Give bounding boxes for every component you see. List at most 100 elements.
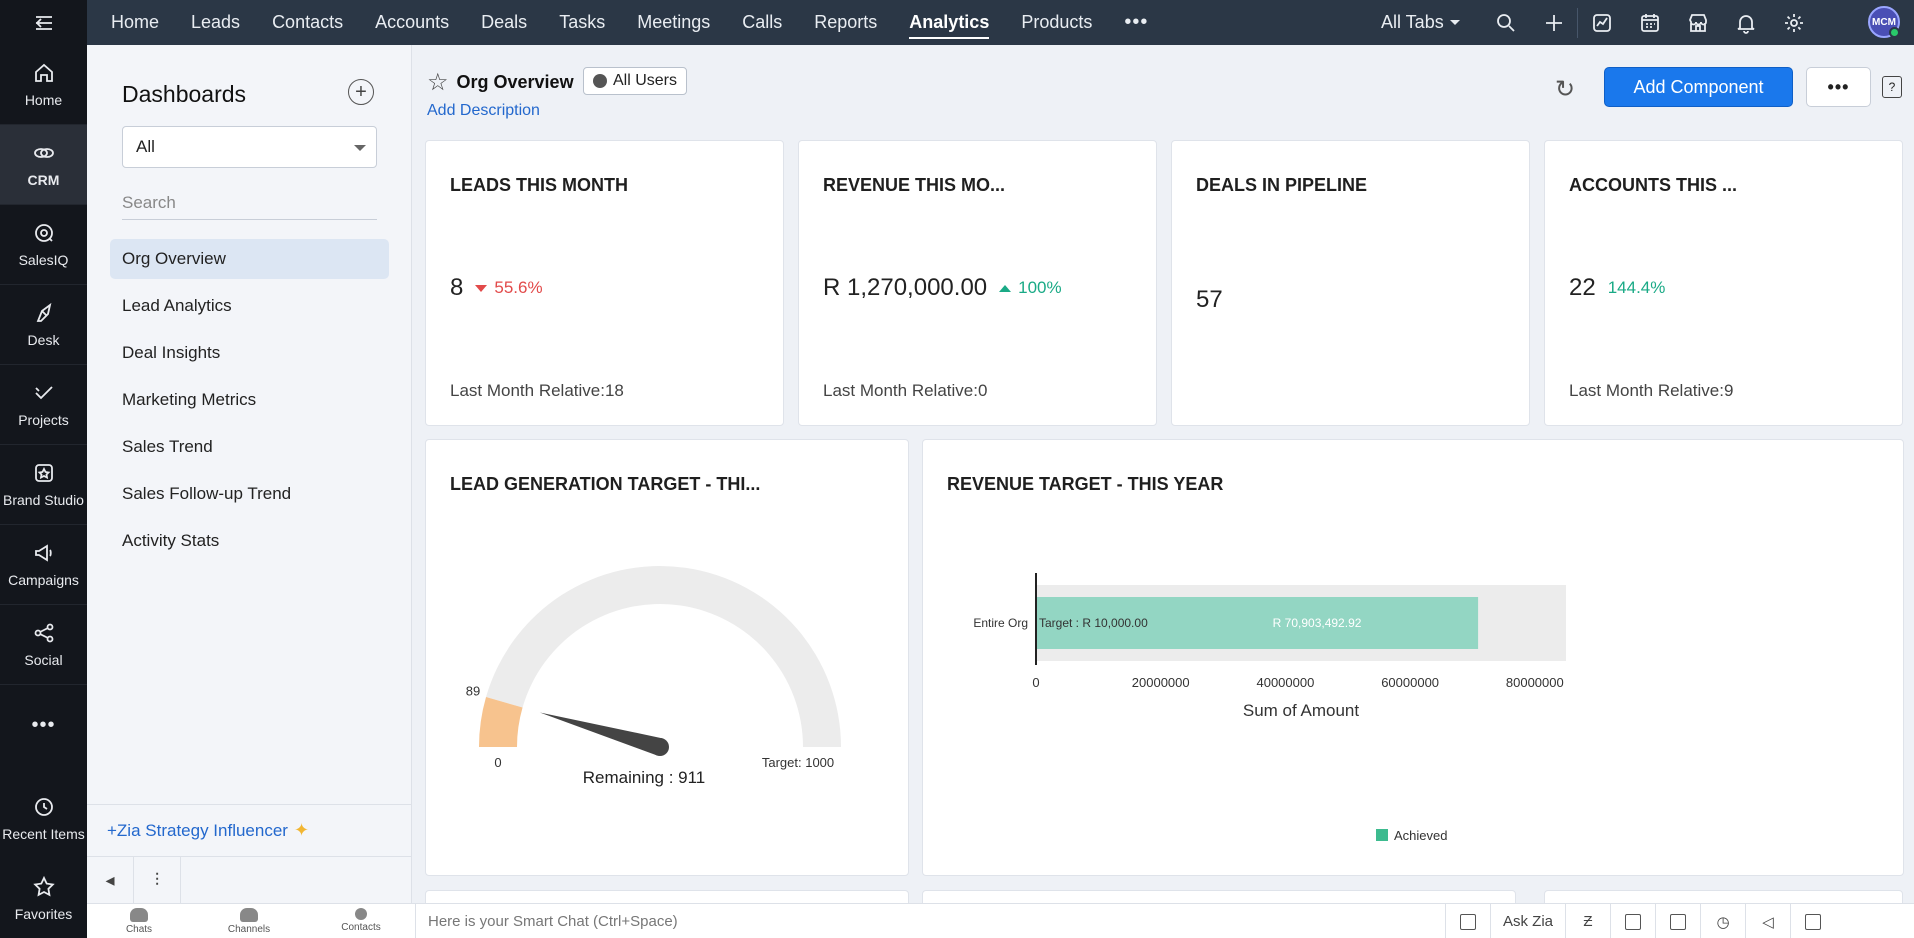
tab-deals[interactable]: Deals <box>481 12 528 32</box>
home-icon <box>34 63 53 82</box>
dashboard-header: ☆ Org Overview All Users Add Description… <box>412 45 1914 138</box>
chats-button[interactable]: Chats <box>99 908 179 935</box>
zia-strategy-influencer-link[interactable]: +Zia Strategy Influencer ✦ <box>87 804 412 856</box>
search-icon[interactable] <box>1494 11 1518 35</box>
chats-icon <box>130 908 148 922</box>
kpi-card-deals-in-pipeline[interactable]: DEALS IN PIPELINE 57 <box>1171 140 1530 426</box>
rail-app-projects[interactable]: Projects <box>0 365 87 445</box>
sidebar-item-marketing-metrics[interactable]: Marketing Metrics <box>122 390 257 409</box>
add-description-link[interactable]: Add Description <box>427 102 540 119</box>
kpi-card-leads-this-month[interactable]: LEADS THIS MONTH 8 55.6% Last Month Rela… <box>425 140 784 426</box>
all-users-filter[interactable]: All Users <box>583 67 688 95</box>
rail-app-crm[interactable]: CRM <box>0 125 87 205</box>
add-dashboard-icon[interactable]: + <box>348 79 374 105</box>
channels-icon <box>240 908 258 922</box>
add-component-button[interactable]: Add Component <box>1604 67 1793 107</box>
channels-button[interactable]: Channels <box>209 908 289 935</box>
sidebar-item-sales-trend[interactable]: Sales Trend <box>122 437 213 456</box>
x-tick-label: 0 <box>1032 675 1039 690</box>
meeting-icon[interactable] <box>1445 904 1490 938</box>
dashboard-list: Org Overview Lead Analytics Deal Insight… <box>110 239 389 568</box>
reminder-clock-icon[interactable]: ◷ <box>1700 904 1745 938</box>
signals-icon[interactable] <box>1590 11 1614 35</box>
kpi-card-accounts-this-month[interactable]: ACCOUNTS THIS ... 22 144.4% Last Month R… <box>1544 140 1903 426</box>
smart-chat-input[interactable]: Here is your Smart Chat (Ctrl+Space) <box>415 904 678 938</box>
ask-zia-button[interactable]: Ask Zia <box>1490 904 1565 938</box>
rail-app-social[interactable]: Social <box>0 605 87 685</box>
collapse-sidebar-icon[interactable]: ◂ <box>87 857 134 904</box>
customize-sliders-icon[interactable]: ⫶ <box>134 857 181 904</box>
notifications-icon[interactable] <box>1734 11 1758 35</box>
increase-arrow-icon <box>999 284 1012 292</box>
tab-contacts[interactable]: Contacts <box>272 12 344 32</box>
tab-products[interactable]: Products <box>1021 12 1093 32</box>
rail-app-campaigns[interactable]: Campaigns <box>0 525 87 605</box>
rail-app-brand-studio[interactable]: Brand Studio <box>0 445 87 525</box>
x-tick-label: 20000000 <box>1132 675 1190 690</box>
tab-analytics[interactable]: Analytics <box>893 0 1005 45</box>
revenue-bar-chart: Entire Org Target : R 10,000.00 R 70,903… <box>973 573 1566 843</box>
screen-share-icon[interactable] <box>1655 904 1700 938</box>
sparkle-icon: ✦ <box>293 820 310 840</box>
user-avatar[interactable]: MCM <box>1868 6 1900 38</box>
rail-favorites[interactable]: Favorites <box>0 858 87 938</box>
revenue-target-card[interactable]: REVENUE TARGET - THIS YEAR Entire Org Ta… <box>922 439 1904 876</box>
rail-app-desk[interactable]: Desk <box>0 285 87 365</box>
salesiq-icon <box>34 224 53 242</box>
rail-recent-items[interactable]: Recent Items <box>0 778 87 858</box>
all-tabs-dropdown[interactable]: All Tabs <box>1381 0 1460 45</box>
sidebar-item-lead-analytics[interactable]: Lead Analytics <box>122 296 232 315</box>
rail-app-home[interactable]: Home <box>0 45 87 125</box>
top-navigation: Home Leads Contacts Accounts Deals Tasks… <box>87 0 1914 45</box>
projects-icon <box>34 386 53 400</box>
more-tabs-icon[interactable]: ••• <box>1124 11 1149 33</box>
calendar-icon[interactable] <box>1638 11 1662 35</box>
refresh-icon[interactable]: ↻ <box>1555 76 1576 103</box>
more-options-icon[interactable]: ••• <box>1806 67 1871 107</box>
lead-generation-target-card[interactable]: LEAD GENERATION TARGET - THI... 89 0 Tar… <box>425 439 909 876</box>
help-icon[interactable]: ? <box>1882 76 1902 98</box>
contacts-icon <box>355 908 367 920</box>
desk-icon <box>36 302 51 322</box>
x-axis-label: Sum of Amount <box>1243 701 1360 720</box>
sidebar-item-activity-stats[interactable]: Activity Stats <box>122 531 220 550</box>
sidebar-title: Dashboards <box>122 81 247 107</box>
chevron-down-icon <box>1449 20 1460 25</box>
tab-calls[interactable]: Calls <box>742 12 783 32</box>
dashboard-filter-select[interactable]: All <box>122 126 377 168</box>
marketplace-icon[interactable] <box>1686 11 1710 35</box>
contacts-button[interactable]: Contacts <box>321 908 401 933</box>
announcement-icon[interactable]: ◁ <box>1745 904 1790 938</box>
legend-swatch-achieved <box>1376 829 1388 841</box>
tab-meetings[interactable]: Meetings <box>637 12 711 32</box>
dashboard-search-input[interactable]: Search <box>122 188 377 220</box>
sidebar-item-org-overview[interactable]: Org Overview <box>110 239 389 279</box>
tab-accounts[interactable]: Accounts <box>375 12 450 32</box>
gauge-remaining-arc <box>486 566 841 747</box>
sidebar-item-sales-follow-up-trend[interactable]: Sales Follow-up Trend <box>122 484 292 503</box>
gauge-needle-hub <box>651 738 669 756</box>
favorite-star-icon[interactable]: ☆ <box>427 69 449 96</box>
bar-achieved-entire-org <box>1036 597 1479 649</box>
notes-icon[interactable] <box>1610 904 1655 938</box>
gauge-value-label: 89 <box>466 683 480 698</box>
settings-gear-icon[interactable] <box>1782 11 1806 35</box>
rail-app-salesiq[interactable]: SalesIQ <box>0 205 87 285</box>
gauge-needle <box>539 712 663 756</box>
tab-home[interactable]: Home <box>111 12 160 32</box>
tab-tasks[interactable]: Tasks <box>559 12 606 32</box>
more-apps-icon[interactable]: ••• <box>31 713 56 736</box>
tab-reports[interactable]: Reports <box>814 12 878 32</box>
zia-icon[interactable]: Ƶ <box>1565 904 1610 938</box>
gauge-remaining-label: Remaining : 911 <box>583 768 706 787</box>
add-icon[interactable] <box>1542 11 1566 35</box>
legend-label-achieved: Achieved <box>1394 828 1447 843</box>
sidebar-item-deal-insights[interactable]: Deal Insights <box>122 343 221 362</box>
tab-leads[interactable]: Leads <box>191 12 241 32</box>
lead-gauge-chart: 89 0 Target: 1000 Remaining : 911 <box>466 566 841 787</box>
crm-icon <box>33 148 54 158</box>
bar-value-label: R 70,903,492.92 <box>1273 616 1362 630</box>
back-menu-icon[interactable] <box>0 0 87 45</box>
chat-bubble-icon[interactable] <box>1790 904 1835 938</box>
kpi-card-revenue-this-month[interactable]: REVENUE THIS MO... R 1,270,000.00 100% L… <box>798 140 1157 426</box>
